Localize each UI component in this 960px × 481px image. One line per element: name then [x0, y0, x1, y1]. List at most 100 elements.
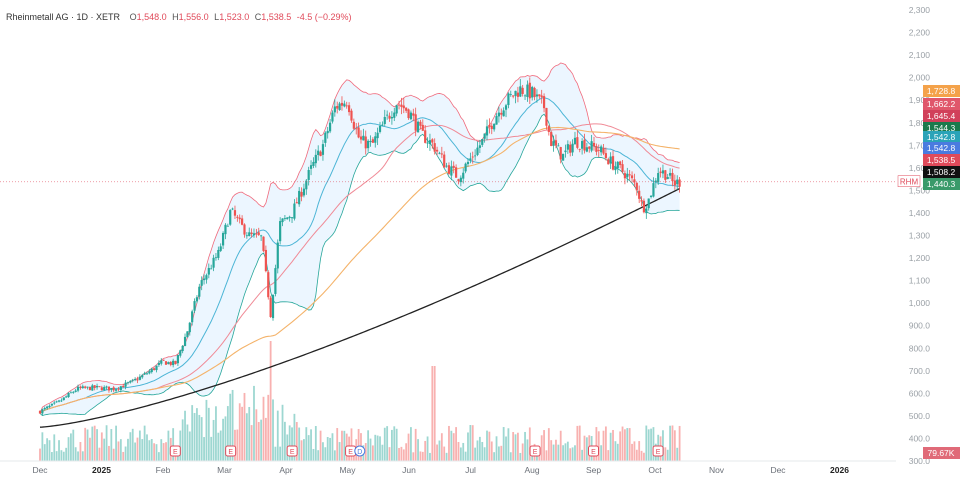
candle-body — [659, 171, 662, 173]
volume-bar — [219, 430, 222, 461]
volume-bar — [298, 427, 301, 461]
candle-body — [153, 368, 156, 370]
candle-body — [262, 236, 265, 251]
candle-body — [383, 116, 386, 124]
event-marker-dividend — [354, 445, 366, 457]
volume-bar — [253, 385, 255, 461]
candle-body — [195, 297, 199, 302]
candle-body — [381, 124, 384, 126]
candle-body — [148, 371, 151, 374]
price-tag-label: 1,542.8 — [927, 132, 956, 142]
candle-body — [352, 121, 355, 129]
volume-bar — [502, 427, 505, 461]
candle-body — [445, 165, 448, 167]
volume-bar — [257, 422, 260, 461]
candle-body — [286, 217, 289, 220]
y-tick-label: 400.0 — [909, 433, 931, 443]
volume-bars — [39, 341, 681, 461]
candle-body — [112, 387, 115, 391]
candle-body — [412, 113, 415, 116]
candle-body — [397, 104, 401, 106]
candle-body — [676, 179, 679, 185]
candle-body — [117, 388, 120, 390]
candle-body — [60, 400, 63, 402]
candle-body — [628, 174, 631, 176]
volume-bar — [524, 431, 526, 461]
candle-body — [635, 182, 638, 191]
candle-body — [145, 373, 149, 375]
candle-body — [371, 139, 374, 143]
volume-bar — [669, 425, 671, 461]
candle-body — [609, 156, 612, 164]
volume-bar — [383, 427, 386, 461]
candles — [38, 77, 681, 416]
volume-bar — [616, 443, 619, 461]
candle-body — [55, 401, 58, 403]
volume-bar — [96, 429, 98, 461]
candle-body — [485, 126, 489, 136]
price-tag-label: 1,645.4 — [927, 111, 956, 121]
volume-bar — [474, 447, 477, 461]
candle-body — [241, 218, 244, 225]
volume-bar — [336, 428, 339, 461]
volume-bar — [155, 444, 158, 461]
candle-body — [126, 382, 130, 384]
y-tick-label: 1,700 — [909, 140, 931, 150]
volume-bar — [338, 442, 341, 461]
volume-bar — [48, 440, 51, 461]
volume-bar — [314, 426, 317, 461]
candle-body — [666, 177, 669, 180]
volume-bar — [141, 439, 144, 461]
volume-bar — [81, 451, 84, 461]
price-tag-label: 1,662.2 — [927, 99, 956, 109]
candle-body — [642, 200, 646, 213]
candle-body — [590, 141, 593, 151]
candle-body — [274, 268, 277, 294]
volume-bar — [143, 425, 146, 461]
volume-bar — [662, 430, 664, 461]
candle-body — [57, 400, 61, 402]
candle-body — [88, 386, 92, 391]
candle-body — [198, 286, 201, 297]
candle-body — [621, 164, 624, 172]
volume-bar — [455, 427, 457, 461]
candle-body — [155, 365, 158, 371]
x-tick-label: Aug — [524, 465, 539, 475]
volume-bar — [200, 417, 203, 461]
candle-body — [65, 396, 68, 398]
candle-body — [428, 140, 432, 144]
candle-body — [188, 322, 191, 333]
volume-bar — [127, 438, 129, 461]
candle-body — [393, 112, 396, 118]
volume-bar — [374, 434, 377, 461]
candle-body — [114, 389, 118, 391]
volume-bar — [245, 413, 248, 461]
volume-bar — [74, 447, 77, 461]
candle-body — [588, 146, 591, 149]
volume-bar — [398, 447, 400, 461]
candle-body — [150, 368, 153, 373]
x-tick-label: Dec — [770, 465, 786, 475]
candle-body — [214, 257, 218, 259]
volume-bar — [431, 366, 434, 461]
candle-body — [205, 275, 208, 280]
volume-bar — [509, 452, 512, 461]
candle-body — [671, 172, 674, 182]
event-marker-label: E — [656, 449, 661, 456]
volume-bar — [295, 422, 298, 461]
volume-bar — [89, 437, 91, 461]
y-tick-label: 2,000 — [909, 73, 931, 83]
candle-body — [221, 232, 225, 246]
event-marker-earnings — [652, 445, 664, 457]
price-tag-bg — [923, 166, 960, 178]
volume-bar — [407, 433, 410, 461]
volume-bar — [526, 439, 529, 461]
candle-body — [179, 350, 182, 356]
volume-bar — [631, 443, 633, 461]
volume-bar — [210, 436, 213, 461]
candle-body — [252, 233, 256, 236]
candle-body — [661, 170, 665, 174]
candle-body — [48, 405, 51, 408]
